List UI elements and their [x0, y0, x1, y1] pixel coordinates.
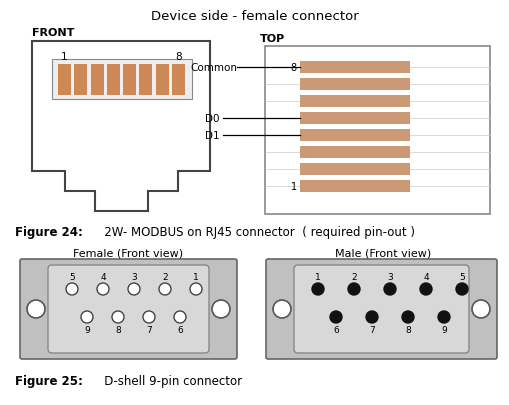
Text: 7: 7: [369, 325, 374, 334]
Text: 2: 2: [351, 272, 356, 281]
Circle shape: [97, 284, 109, 295]
Circle shape: [159, 284, 171, 295]
Circle shape: [212, 300, 230, 318]
Text: D-shell 9-pin connector: D-shell 9-pin connector: [78, 374, 242, 387]
Text: 2W- MODBUS on RJ45 connector  ( required pin-out ): 2W- MODBUS on RJ45 connector ( required …: [78, 226, 414, 239]
Circle shape: [81, 311, 93, 323]
Bar: [91, 65, 103, 96]
Text: 8: 8: [404, 325, 410, 334]
Bar: [299, 62, 409, 74]
Circle shape: [347, 284, 359, 295]
Bar: [299, 96, 409, 108]
Text: 2: 2: [162, 272, 167, 281]
Circle shape: [66, 284, 78, 295]
Bar: [299, 147, 409, 159]
Bar: [123, 65, 136, 96]
Bar: [299, 79, 409, 91]
Bar: [74, 65, 87, 96]
Text: 5: 5: [458, 272, 464, 281]
Text: 4: 4: [422, 272, 428, 281]
Circle shape: [174, 311, 186, 323]
Text: 5: 5: [69, 272, 75, 281]
Text: Figure 25:: Figure 25:: [15, 374, 83, 387]
Text: TOP: TOP: [260, 34, 285, 44]
Bar: [139, 65, 152, 96]
Bar: [299, 130, 409, 142]
Polygon shape: [32, 42, 210, 211]
Text: 1: 1: [315, 272, 320, 281]
Text: 4: 4: [100, 272, 105, 281]
Text: D1: D1: [205, 131, 219, 141]
Circle shape: [329, 311, 342, 323]
Bar: [265, 47, 489, 215]
Bar: [58, 65, 71, 96]
Text: 9: 9: [440, 325, 446, 334]
Bar: [299, 113, 409, 125]
Text: 8: 8: [290, 63, 296, 73]
Text: Device side - female connector: Device side - female connector: [151, 10, 358, 23]
Text: 8: 8: [175, 52, 181, 62]
Text: Common: Common: [190, 63, 237, 73]
Circle shape: [27, 300, 45, 318]
FancyBboxPatch shape: [266, 259, 496, 359]
Text: 3: 3: [386, 272, 392, 281]
Circle shape: [112, 311, 124, 323]
Bar: [155, 65, 168, 96]
Text: 7: 7: [146, 325, 152, 334]
Circle shape: [143, 311, 155, 323]
Bar: [299, 164, 409, 175]
Circle shape: [419, 284, 431, 295]
Circle shape: [365, 311, 377, 323]
Circle shape: [401, 311, 413, 323]
Circle shape: [312, 284, 323, 295]
Text: 6: 6: [332, 325, 338, 334]
Circle shape: [383, 284, 395, 295]
Circle shape: [471, 300, 489, 318]
Circle shape: [128, 284, 140, 295]
Circle shape: [455, 284, 467, 295]
Text: 6: 6: [177, 325, 183, 334]
Text: 1: 1: [61, 52, 68, 62]
FancyBboxPatch shape: [293, 265, 468, 353]
Text: FRONT: FRONT: [32, 28, 74, 38]
Text: 3: 3: [131, 272, 136, 281]
Text: Figure 24:: Figure 24:: [15, 226, 83, 239]
Text: 1: 1: [193, 272, 199, 281]
Text: 9: 9: [84, 325, 90, 334]
Text: Male (Front view): Male (Front view): [334, 247, 430, 257]
Text: 1: 1: [290, 181, 296, 192]
Bar: [299, 181, 409, 192]
Bar: [107, 65, 120, 96]
Text: D0: D0: [205, 114, 219, 124]
FancyBboxPatch shape: [48, 265, 209, 353]
Text: 8: 8: [115, 325, 121, 334]
Circle shape: [190, 284, 202, 295]
Text: Female (Front view): Female (Front view): [73, 247, 183, 257]
FancyBboxPatch shape: [20, 259, 237, 359]
Bar: [52, 60, 191, 100]
Bar: [172, 65, 185, 96]
Circle shape: [272, 300, 291, 318]
Circle shape: [437, 311, 449, 323]
